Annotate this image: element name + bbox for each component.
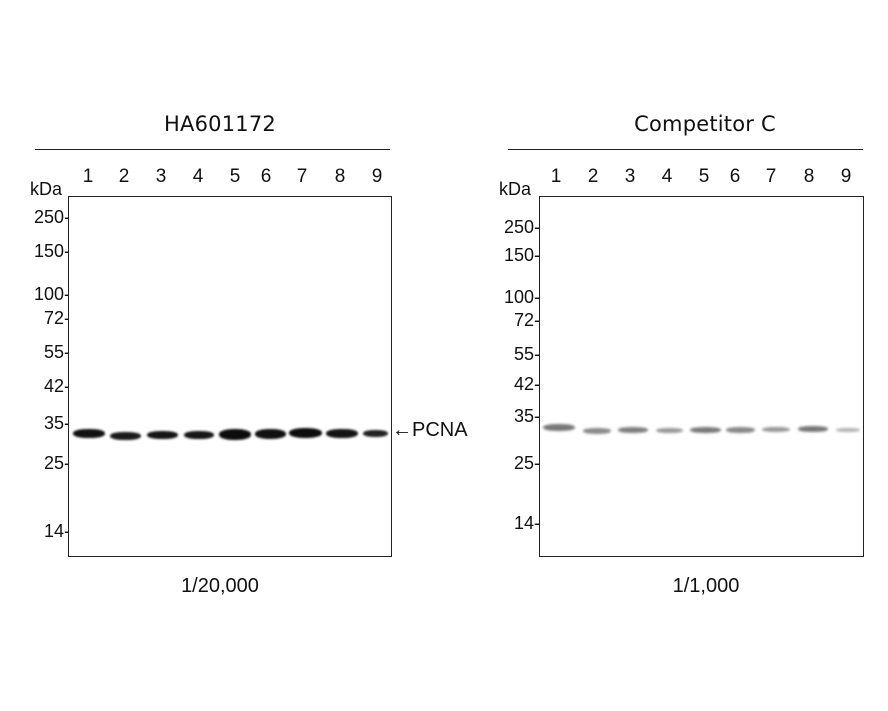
left-marker-55: 55- <box>43 342 70 362</box>
left-band-lane-2 <box>110 432 141 440</box>
right-lane-label: 3 <box>624 166 636 187</box>
left-lane-label: 3 <box>155 166 167 187</box>
left-band-lane-5 <box>219 429 251 440</box>
pcna-band-label: ←PCNA <box>392 419 468 441</box>
left-blot-membrane <box>68 196 392 557</box>
left-band-lane-7 <box>289 428 322 438</box>
left-lane-label: 7 <box>296 166 308 187</box>
left-marker-25: 25- <box>43 453 70 473</box>
right-band-lane-3 <box>618 427 648 433</box>
right-lane-label: 7 <box>765 166 777 187</box>
left-marker-150: 150- <box>33 241 70 261</box>
right-marker-14: 14- <box>513 513 540 533</box>
left-lane-label: 2 <box>118 166 130 187</box>
right-lane-label: 2 <box>587 166 599 187</box>
left-lane-label: 6 <box>260 166 272 187</box>
right-band-lane-2 <box>583 428 611 434</box>
right-lane-label: 6 <box>729 166 741 187</box>
right-marker-100: 100- <box>503 287 540 307</box>
left-lane-label: 5 <box>229 166 241 187</box>
left-band-lane-9 <box>363 430 388 437</box>
right-marker-55: 55- <box>513 344 540 364</box>
left-marker-35: 35- <box>43 413 70 433</box>
right-lane-label: 9 <box>840 166 852 187</box>
right-kda-unit: kDa <box>499 179 532 199</box>
right-lane-label: 1 <box>550 166 562 187</box>
left-band-lane-6 <box>255 429 286 439</box>
right-lane-label: 8 <box>803 166 815 187</box>
right-marker-35: 35- <box>513 406 540 426</box>
left-marker-14: 14- <box>43 521 70 541</box>
left-lane-label: 4 <box>192 166 204 187</box>
left-band-lane-1 <box>73 429 105 438</box>
left-panel-title: HA601172 <box>164 112 276 136</box>
left-kda-unit: kDa <box>30 179 63 199</box>
left-lane-label: 8 <box>334 166 346 187</box>
right-marker-250: 250- <box>503 217 540 237</box>
left-marker-72: 72- <box>43 308 70 328</box>
left-band-lane-3 <box>147 431 178 439</box>
right-marker-25: 25- <box>513 453 540 473</box>
left-marker-42: 42- <box>43 376 70 396</box>
right-band-lane-6 <box>726 427 755 433</box>
right-marker-42: 42- <box>513 374 540 394</box>
right-band-lane-7 <box>762 427 790 432</box>
left-dilution-label: 1/20,000 <box>181 575 259 597</box>
right-dilution-label: 1/1,000 <box>672 575 740 597</box>
right-band-lane-1 <box>543 424 575 431</box>
right-lane-label: 4 <box>661 166 673 187</box>
right-band-lane-9 <box>836 428 860 432</box>
right-marker-150: 150- <box>503 245 540 265</box>
right-marker-72: 72- <box>513 310 540 330</box>
left-band-lane-8 <box>326 429 358 438</box>
right-band-lane-8 <box>798 426 828 432</box>
right-blot-membrane <box>539 196 864 557</box>
right-title-rule <box>508 149 863 150</box>
right-lane-label: 5 <box>698 166 710 187</box>
left-lane-label: 9 <box>371 166 383 187</box>
right-band-lane-5 <box>690 427 721 433</box>
left-band-lane-4 <box>184 431 214 439</box>
right-panel-title: Competitor C <box>634 112 776 136</box>
left-title-rule <box>35 149 390 150</box>
right-band-lane-4 <box>656 428 683 433</box>
left-marker-100: 100- <box>33 284 70 304</box>
left-marker-250: 250- <box>33 207 70 227</box>
left-lane-label: 1 <box>82 166 94 187</box>
